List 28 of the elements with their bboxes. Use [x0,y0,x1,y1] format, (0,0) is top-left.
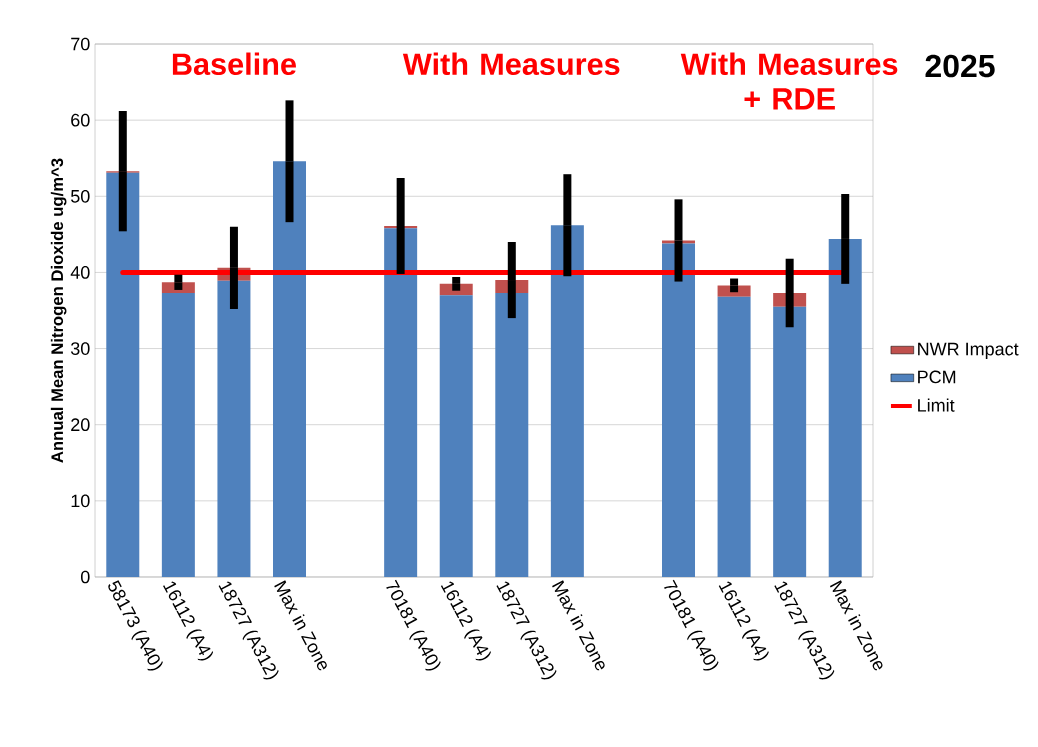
y-tick-label: 30 [70,342,90,355]
annotation: With Measures + RDE [680,52,898,110]
y-axis-title: Annual Mean Nitrogen Dioxide ug/m^3 [50,158,67,463]
legend-label: NWR Impact [918,342,1019,359]
bar [384,228,418,577]
bar [217,280,251,577]
y-tick-label: 20 [71,418,90,432]
annotation: With Measures [402,52,620,76]
bar [106,172,140,577]
y-tick-label: 0 [80,570,90,584]
y-tick-label: 60 [71,113,90,127]
bar [273,161,306,577]
legend-label: Limit [918,398,955,412]
bar [161,292,195,577]
y-tick-label: 70 [71,37,90,51]
text: 2025 [925,54,995,78]
y-tick-label: 50 [70,189,90,203]
y-tick-label: 10 [71,494,90,508]
bar [550,225,584,577]
bar [717,296,751,577]
bar [439,295,473,577]
bar [828,238,862,577]
y-tick-label: 40 [70,266,90,279]
bar [662,243,696,577]
annotation: Baseline [172,52,296,76]
legend-label: PCM [918,370,956,384]
bar [773,306,807,577]
bar [495,292,529,577]
